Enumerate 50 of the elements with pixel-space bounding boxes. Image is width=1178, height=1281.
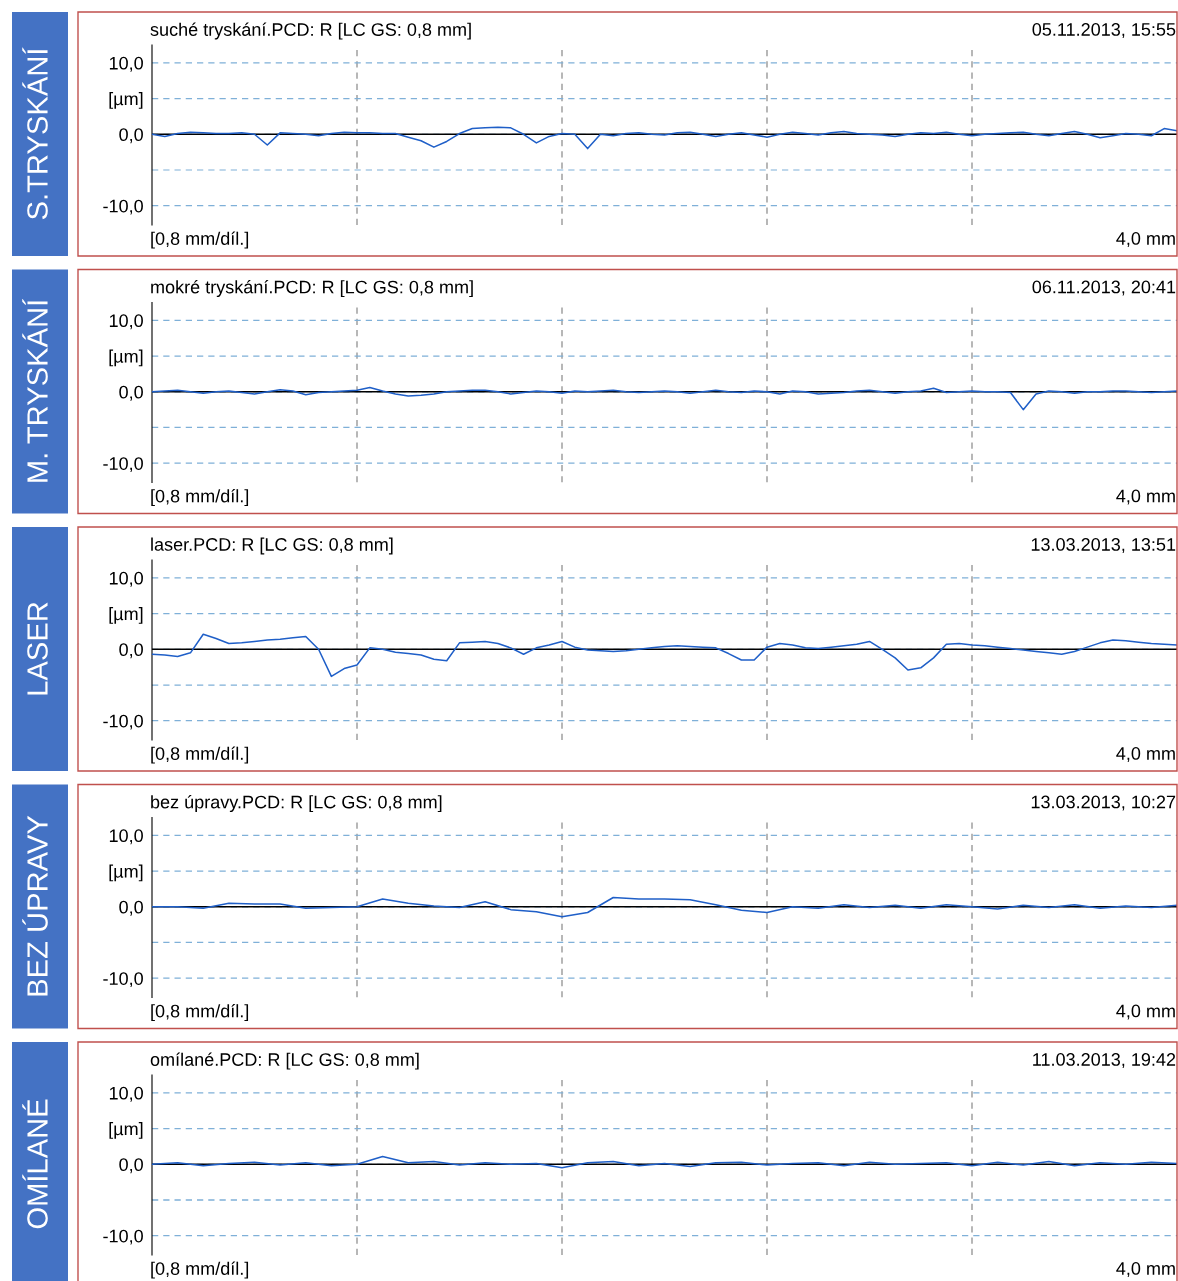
line-series [152,1155,1177,1169]
y-tick-label: -10,0 [103,457,143,473]
line-series [152,126,1177,150]
y-tick-label: 10,0 [109,571,143,587]
text: 4,0 mm [1116,232,1175,247]
chart-title: bez úpravy.PCD: R [LC GS: 0,8 mm] [151,794,442,813]
chart-title: laser.PCD: R [LC GS: 0,8 mm] [151,537,393,555]
y-tick-label: -10,0 [103,714,143,730]
text: [0,8 mm/díl.] [151,488,249,507]
y-tick-label: [µm] [109,1122,143,1139]
y-tick-label: 10,0 [109,56,143,72]
y-tick-label: -10,0 [103,972,143,988]
chart-title: mokré tryskání.PCD: R [LC GS: 0,8 mm] [151,279,473,298]
line-series [152,896,1177,918]
y-tick-label: 0,0 [119,643,143,659]
y-axis-title: OMÍLANÉ [22,1099,48,1229]
text: [0,8 mm/díl.] [151,746,249,764]
text: [0,8 mm/díl.] [151,1003,249,1022]
chart-subtitle: 06.11.2013, 20:41 [1032,280,1176,296]
y-tick-label: [µm] [109,92,143,109]
y-axis-title: BEZ ÚPRAVY [22,815,48,996]
text: 4,0 mm [1116,1262,1175,1277]
text: [0,8 mm/díl.] [151,1261,249,1279]
y-tick-label: [µm] [109,864,143,882]
chart-title: omílané.PCD: R [LC GS: 0,8 mm] [150,1052,419,1070]
y-tick-label: [µm] [109,349,143,367]
chart-title: suché tryskání.PCD: R [LC GS: 0,8 mm] [150,22,471,40]
y-tick-label: 0,0 [119,900,143,916]
chart-subtitle: 13.03.2013, 13:51 [1031,538,1176,553]
y-tick-label: 0,0 [119,1158,143,1174]
y-tick-label: 0,0 [119,385,143,401]
y-tick-label: [µm] [109,607,143,624]
y-tick-label: 0,0 [119,128,143,144]
text: 4,0 mm [1116,1004,1175,1020]
y-axis-title: M. TRYSKÁNÍ [22,298,48,482]
text: 4,0 mm [1116,747,1175,762]
y-tick-label: 10,0 [109,829,143,845]
y-tick-label: 10,0 [109,1086,143,1102]
y-tick-label: -10,0 [103,199,143,215]
chart-subtitle: 11.03.2013, 19:42 [1033,1053,1176,1068]
text: 4,0 mm [1116,489,1175,505]
y-tick-label: -10,0 [103,1229,143,1245]
y-axis-title: S.TRYSKÁNÍ [22,47,48,220]
chart-subtitle: 05.11.2013, 15:55 [1032,23,1176,38]
y-tick-label: 10,0 [109,314,143,330]
text: [0,8 mm/díl.] [151,231,249,249]
line-series [152,633,1177,678]
chart-subtitle: 13.03.2013, 10:27 [1031,795,1176,811]
line-series [152,386,1177,411]
y-axis-title: LASER [27,602,48,695]
